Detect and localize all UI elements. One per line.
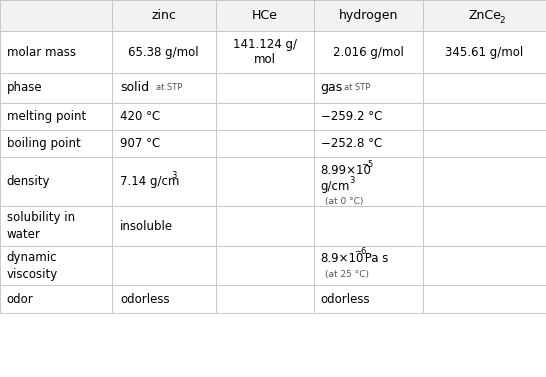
Bar — [216, 73, 314, 103]
Bar — [423, 103, 546, 130]
Bar — [216, 130, 314, 157]
Text: 2.016 g/mol: 2.016 g/mol — [333, 46, 404, 58]
Bar — [112, 0, 216, 31]
Bar — [112, 103, 216, 130]
Bar — [0, 157, 112, 206]
Text: −5: −5 — [361, 159, 373, 169]
Text: −259.2 °C: −259.2 °C — [321, 110, 382, 123]
Text: 8.9×10: 8.9×10 — [321, 252, 364, 265]
Text: molar mass: molar mass — [7, 46, 75, 58]
Text: dynamic
viscosity: dynamic viscosity — [7, 251, 58, 280]
Bar — [216, 157, 314, 206]
Bar — [423, 206, 546, 246]
Bar — [314, 73, 423, 103]
Bar — [423, 285, 546, 313]
Text: insoluble: insoluble — [120, 219, 173, 233]
Text: zinc: zinc — [151, 9, 176, 22]
Bar — [112, 31, 216, 73]
Bar — [0, 130, 112, 157]
Bar — [423, 73, 546, 103]
Bar — [0, 0, 112, 31]
Bar — [216, 285, 314, 313]
Text: 420 °C: 420 °C — [120, 110, 161, 123]
Bar — [423, 130, 546, 157]
Bar — [0, 31, 112, 73]
Text: odor: odor — [7, 293, 33, 306]
Bar — [314, 206, 423, 246]
Text: 907 °C: 907 °C — [120, 137, 161, 150]
Bar — [112, 130, 216, 157]
Text: gas: gas — [321, 81, 343, 94]
Bar — [423, 246, 546, 285]
Text: 3: 3 — [349, 176, 354, 185]
Bar — [314, 246, 423, 285]
Bar — [112, 157, 216, 206]
Text: 8.99×10: 8.99×10 — [321, 164, 371, 178]
Bar — [0, 73, 112, 103]
Bar — [314, 0, 423, 31]
Bar — [216, 206, 314, 246]
Bar — [112, 73, 216, 103]
Text: (at 25 °C): (at 25 °C) — [325, 270, 369, 279]
Bar — [314, 103, 423, 130]
Text: odorless: odorless — [120, 293, 170, 306]
Text: at STP: at STP — [344, 83, 370, 92]
Bar — [112, 206, 216, 246]
Text: 141.124 g/
mol: 141.124 g/ mol — [233, 38, 297, 66]
Text: (at 0 °C): (at 0 °C) — [325, 196, 363, 205]
Text: 2: 2 — [499, 16, 505, 25]
Text: 345.61 g/mol: 345.61 g/mol — [446, 46, 524, 58]
Text: at STP: at STP — [156, 83, 182, 92]
Text: hydrogen: hydrogen — [339, 9, 398, 22]
Bar — [216, 31, 314, 73]
Text: boiling point: boiling point — [7, 137, 80, 150]
Bar — [423, 157, 546, 206]
Bar — [112, 246, 216, 285]
Text: density: density — [7, 175, 50, 188]
Text: solid: solid — [120, 81, 149, 94]
Text: 3: 3 — [171, 171, 176, 180]
Text: g/cm: g/cm — [321, 180, 350, 193]
Bar — [0, 103, 112, 130]
Bar — [423, 0, 546, 31]
Bar — [314, 130, 423, 157]
Text: HCe: HCe — [252, 9, 278, 22]
Bar — [216, 0, 314, 31]
Text: odorless: odorless — [321, 293, 370, 306]
Text: 65.38 g/mol: 65.38 g/mol — [128, 46, 199, 58]
Bar — [423, 31, 546, 73]
Bar — [0, 246, 112, 285]
Bar — [314, 285, 423, 313]
Bar — [314, 157, 423, 206]
Text: phase: phase — [7, 81, 42, 94]
Bar — [0, 285, 112, 313]
Text: Pa s: Pa s — [361, 252, 389, 265]
Text: 7.14 g/cm: 7.14 g/cm — [120, 175, 180, 188]
Bar — [112, 285, 216, 313]
Bar — [0, 206, 112, 246]
Bar — [314, 31, 423, 73]
Text: melting point: melting point — [7, 110, 86, 123]
Text: −252.8 °C: −252.8 °C — [321, 137, 382, 150]
Bar — [216, 246, 314, 285]
Text: solubility in
water: solubility in water — [7, 211, 75, 241]
Text: ZnCe: ZnCe — [468, 9, 501, 22]
Bar — [216, 103, 314, 130]
Text: −6: −6 — [354, 247, 367, 256]
